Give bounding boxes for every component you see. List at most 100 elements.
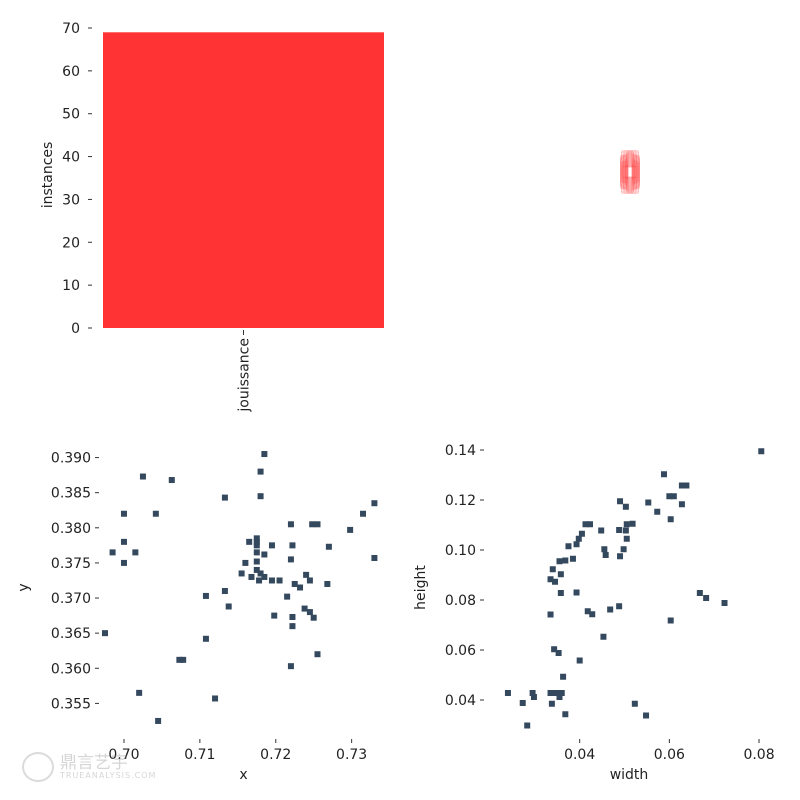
- histogram-cell: [643, 712, 650, 719]
- bounding-box: [624, 153, 636, 191]
- bounding-box: [627, 163, 633, 181]
- y-tick-label: 0.08: [445, 593, 476, 609]
- histogram-cell: [284, 593, 291, 600]
- histogram-cell: [301, 605, 308, 612]
- histogram-cell: [120, 538, 127, 545]
- histogram-cell: [180, 656, 187, 663]
- bounding-box: [620, 162, 640, 182]
- histogram-cell: [576, 657, 583, 664]
- bounding-box: [627, 165, 633, 179]
- bounding-box: [620, 156, 640, 188]
- histogram-cell: [598, 527, 605, 534]
- histogram-cell: [519, 700, 526, 706]
- bounding-box: [622, 163, 638, 181]
- y-tick-label: 0: [71, 321, 80, 337]
- histogram-cell: [524, 722, 531, 729]
- histogram-cell: [551, 646, 558, 653]
- bounding-box: [627, 152, 633, 192]
- histogram-cell: [242, 559, 249, 566]
- histogram-cell: [120, 559, 127, 566]
- histogram-cell: [212, 695, 219, 702]
- histogram-cell: [584, 608, 591, 615]
- histogram-cell: [660, 471, 667, 478]
- x-tick-label: 0.73: [336, 747, 367, 763]
- histogram-cell: [261, 551, 268, 558]
- histogram-cell: [558, 690, 565, 696]
- histogram-cell: [155, 717, 162, 724]
- histogram-cell: [622, 527, 629, 534]
- bounding-box: [625, 166, 635, 178]
- y-tick-label: 30: [62, 192, 80, 208]
- y-tick-label: 20: [62, 235, 80, 251]
- bounding-box: [620, 158, 640, 186]
- y-axis-label: y: [16, 583, 32, 591]
- histogram-cell: [620, 546, 627, 553]
- histogram-cell: [289, 614, 296, 620]
- histogram-cell: [257, 468, 264, 475]
- histogram-cell: [256, 577, 263, 584]
- bounding-box: [621, 151, 639, 193]
- bounding-box: [623, 159, 637, 185]
- bounding-box: [624, 150, 636, 194]
- x-tick-label: 0.06: [654, 747, 685, 763]
- histogram-cell: [562, 557, 569, 564]
- bounding-box: [627, 153, 633, 191]
- bounding-box: [625, 161, 635, 183]
- x-tick-label: 0.71: [184, 747, 215, 763]
- y-tick-label: 60: [62, 64, 80, 80]
- histogram-cell: [678, 501, 685, 508]
- histogram-cell: [703, 595, 710, 601]
- histogram-cell: [202, 635, 209, 642]
- bounding-box: [626, 151, 634, 193]
- histogram-cell: [176, 656, 183, 663]
- bounding-box: [621, 157, 639, 187]
- bounding-box: [624, 164, 636, 180]
- histogram-cell: [253, 549, 260, 556]
- bounding-box: [623, 160, 637, 184]
- histogram-cell: [617, 553, 624, 560]
- histogram-cell: [670, 493, 677, 500]
- histogram-cell: [600, 633, 607, 640]
- histogram-cell: [120, 510, 127, 517]
- histogram-cell: [629, 520, 636, 527]
- bounding-box: [620, 155, 640, 189]
- histogram-cell: [548, 700, 555, 707]
- histogram-cell: [276, 577, 283, 584]
- histogram-cell: [667, 516, 674, 523]
- bounding-box: [626, 152, 634, 192]
- y-tick-label: 0.355: [51, 696, 91, 712]
- bounding-box: [627, 164, 633, 180]
- histogram-cell: [556, 694, 563, 700]
- histogram-cell: [102, 630, 108, 637]
- bounding-box: [622, 165, 638, 179]
- bounding-box: [625, 158, 635, 186]
- histogram-cell: [287, 521, 294, 528]
- xy-position-histogram: 0.355 0.360 0.365 0.370 0.375 0.380 0.385 0.390…: [16, 451, 378, 783]
- histogram-cell: [221, 494, 228, 501]
- bounding-box: [626, 153, 634, 191]
- y-tick-label: 0.14: [445, 443, 476, 459]
- y-tick-label: 0.385: [51, 486, 91, 502]
- histogram-cell: [623, 521, 630, 528]
- histogram-cell: [631, 700, 638, 707]
- bounding-box: [627, 162, 633, 182]
- bounding-box: [625, 160, 635, 184]
- bounding-box: [620, 159, 640, 185]
- histogram-cell: [555, 650, 562, 656]
- histogram-cell: [573, 589, 580, 596]
- histogram-cell: [547, 576, 554, 583]
- histogram-cell: [139, 473, 146, 480]
- histogram-cell: [578, 530, 585, 537]
- bounding-box-overlay: [620, 150, 640, 194]
- x-tick-label: 0.72: [260, 747, 291, 763]
- y-tick-label: 0.380: [51, 521, 91, 537]
- histogram-cell: [289, 623, 296, 630]
- bounding-box: [624, 154, 636, 190]
- y-tick-label: 0.390: [51, 451, 91, 467]
- histogram-cell: [253, 538, 260, 545]
- histogram-cell: [225, 603, 232, 610]
- histogram-cell: [221, 588, 228, 595]
- histogram-cell: [109, 549, 116, 556]
- histogram-cell: [530, 694, 537, 700]
